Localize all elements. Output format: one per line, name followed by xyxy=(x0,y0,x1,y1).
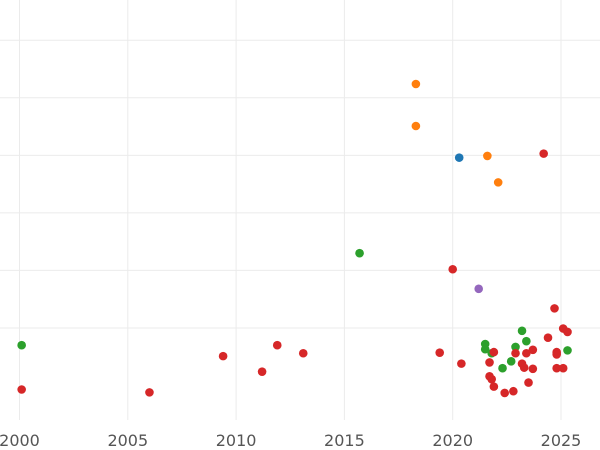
x-tick-label-2000: 2000 xyxy=(0,431,40,450)
point-orange-3 xyxy=(493,178,503,187)
point-red-19 xyxy=(522,348,531,358)
point-red-30 xyxy=(558,363,568,373)
point-green-6 xyxy=(506,357,516,366)
point-red-18 xyxy=(519,363,529,372)
point-red-22 xyxy=(528,364,538,374)
data-points xyxy=(17,79,572,398)
point-red-15 xyxy=(509,386,518,396)
point-red-1 xyxy=(145,388,154,397)
point-red-24 xyxy=(543,333,553,343)
point-green-8 xyxy=(517,326,527,336)
x-tick-label-2020: 2020 xyxy=(432,431,473,450)
x-gridlines xyxy=(18,0,562,420)
point-green-9 xyxy=(522,336,531,346)
point-purple-0 xyxy=(474,284,484,294)
point-red-7 xyxy=(448,264,458,274)
point-orange-0 xyxy=(411,79,421,89)
point-green-10 xyxy=(563,346,572,355)
point-red-9 xyxy=(485,358,494,367)
point-red-0 xyxy=(17,385,26,394)
y-gridlines xyxy=(0,39,600,329)
point-red-3 xyxy=(257,367,267,376)
point-red-5 xyxy=(298,348,308,358)
point-green-0 xyxy=(17,340,26,350)
point-green-5 xyxy=(498,363,507,373)
x-tick-label-2015: 2015 xyxy=(324,431,365,450)
point-red-4 xyxy=(272,340,282,350)
point-red-12 xyxy=(489,382,499,391)
point-red-11 xyxy=(487,374,496,384)
point-green-7 xyxy=(511,342,520,352)
point-orange-1 xyxy=(411,121,421,131)
x-tick-label-2005: 2005 xyxy=(107,431,148,450)
x-tick-label-2010: 2010 xyxy=(216,431,257,450)
point-red-28 xyxy=(552,363,561,373)
x-tick-label-2025: 2025 xyxy=(541,431,582,450)
point-blue-0 xyxy=(454,153,464,162)
point-red-20 xyxy=(524,378,533,387)
point-red-21 xyxy=(528,345,538,355)
x-tick-labels: 2000 2005 2010 2015 2020 2025 xyxy=(0,431,581,450)
point-red-27 xyxy=(552,350,561,359)
point-orange-2 xyxy=(483,151,492,161)
point-red-6 xyxy=(435,348,445,357)
point-red-14 xyxy=(500,388,509,398)
point-red-13 xyxy=(489,347,499,357)
point-red-31 xyxy=(563,327,572,337)
point-red-23 xyxy=(539,149,548,158)
point-green-1 xyxy=(355,248,364,258)
point-red-16 xyxy=(511,348,520,358)
point-red-2 xyxy=(218,351,228,361)
point-green-3 xyxy=(480,344,490,354)
point-red-8 xyxy=(457,359,466,368)
point-red-25 xyxy=(550,304,559,313)
